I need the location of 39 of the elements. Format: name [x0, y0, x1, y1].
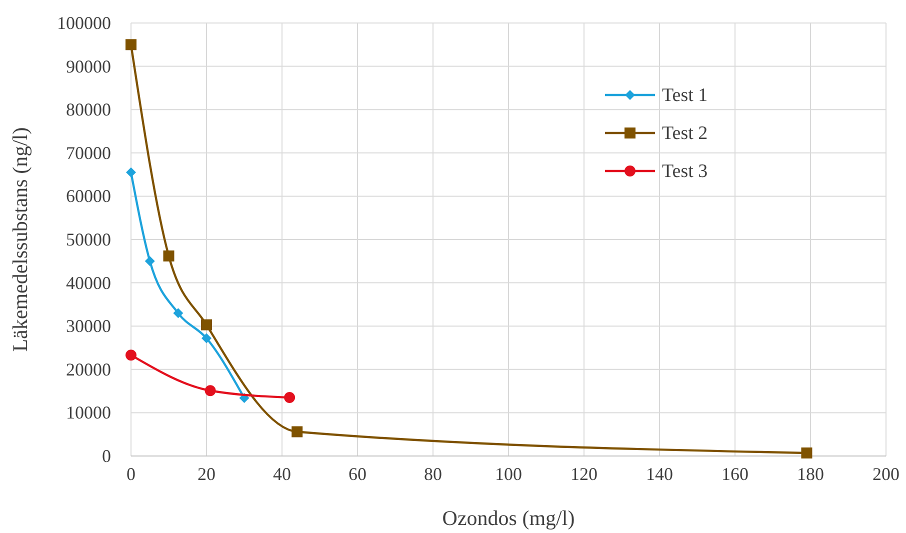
point — [204, 385, 216, 396]
point — [126, 39, 136, 50]
x-tick-label: 160 — [722, 464, 748, 484]
x-axis-title: Ozondos (mg/l) — [442, 506, 575, 530]
y-tick-label: 100000 — [57, 13, 111, 33]
y-tick-label: 50000 — [66, 230, 111, 250]
y-tick-label: 20000 — [66, 359, 111, 380]
y-axis-title: Läkemedelssubstans (ng/l) — [8, 127, 32, 352]
x-tick-label: 180 — [797, 464, 824, 484]
x-tick-label: 60 — [348, 464, 366, 484]
point — [202, 333, 212, 344]
x-tick-label: 100 — [495, 464, 522, 484]
point — [292, 426, 303, 438]
legend-label: Test 1 — [662, 85, 708, 106]
y-tick-label: 80000 — [66, 100, 111, 120]
point — [173, 308, 184, 318]
x-tick-label: 80 — [424, 464, 442, 484]
x-tick-label: 40 — [273, 464, 291, 484]
point — [126, 167, 136, 178]
y-tick-label: 90000 — [66, 56, 111, 76]
x-tick-label: 0 — [126, 464, 136, 484]
x-tick-label: 20 — [198, 464, 216, 484]
y-tick-label: 30000 — [66, 316, 111, 336]
point — [144, 256, 155, 266]
legend-label: Test 2 — [662, 123, 708, 144]
x-tick-label: 200 — [872, 464, 900, 484]
y-tick-label: 0 — [102, 446, 111, 466]
point — [201, 319, 212, 330]
point — [801, 447, 812, 458]
point — [163, 250, 174, 262]
point — [126, 350, 136, 361]
y-tick-label: 60000 — [66, 186, 111, 206]
y-tick-label: 70000 — [66, 142, 111, 163]
point — [284, 392, 296, 404]
x-tick-label: 140 — [646, 464, 673, 484]
x-tick-label: 120 — [570, 464, 598, 484]
y-tick-label: 40000 — [66, 272, 111, 293]
y-tick-label: 10000 — [66, 402, 111, 423]
legend-label: Test 3 — [662, 161, 708, 182]
